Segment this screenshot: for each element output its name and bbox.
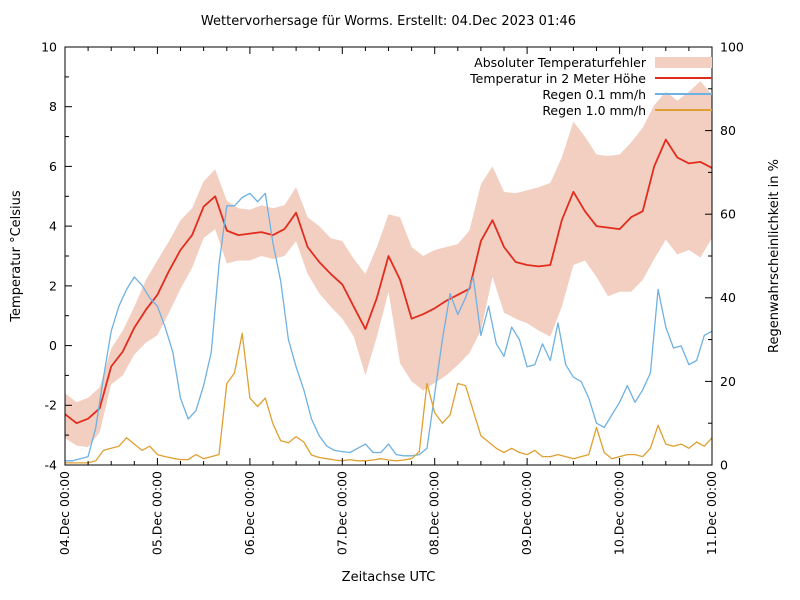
left-axis-tick-label: 0 xyxy=(49,338,57,353)
x-axis-label: Zeitachse UTC xyxy=(341,570,436,585)
temperature-line-swatch xyxy=(655,77,712,79)
x-axis-tick-label: 09.Dec 00:00 xyxy=(519,471,534,555)
legend-item-temperature: Temperatur in 2 Meter Höhe xyxy=(470,70,712,86)
legend-label: Temperatur in 2 Meter Höhe xyxy=(470,70,646,86)
legend-item-temperature-error: Absoluter Temperaturfehler xyxy=(470,54,712,70)
legend-label: Regen 0.1 mm/h xyxy=(542,86,646,102)
x-axis-tick-label: 08.Dec 00:00 xyxy=(427,471,442,555)
legend: Absoluter Temperaturfehler Temperatur in… xyxy=(470,54,712,118)
left-axis-tick-label: -2 xyxy=(45,398,57,413)
temperature-line xyxy=(64,138,713,425)
legend-item-rain-10: Regen 1.0 mm/h xyxy=(470,102,712,118)
x-axis-tick-label: 07.Dec 00:00 xyxy=(334,471,349,555)
right-axis-tick-label: 80 xyxy=(720,123,736,138)
right-axis-label: Regenwahrscheinlichkeit in % xyxy=(767,159,782,353)
right-axis-tick-label: 40 xyxy=(720,290,736,305)
left-axis-tick-label: 6 xyxy=(49,159,57,174)
left-axis-tick-label: 2 xyxy=(49,278,57,293)
x-axis-tick-label: 04.Dec 00:00 xyxy=(57,471,72,555)
right-axis-tick-label: 60 xyxy=(720,207,736,222)
right-axis-tick-label: 100 xyxy=(720,39,744,54)
rain-10-line xyxy=(65,332,713,464)
left-axis-tick-label: -4 xyxy=(45,457,58,472)
left-axis-tick-label: 10 xyxy=(41,39,57,54)
temperature-error-band xyxy=(65,81,712,448)
rain-01-line xyxy=(65,192,713,462)
legend-label: Regen 1.0 mm/h xyxy=(542,102,646,118)
x-axis-tick-label: 10.Dec 00:00 xyxy=(612,471,627,555)
chart-title: Wettervorhersage für Worms. Erstellt: 04… xyxy=(200,14,577,29)
left-axis-tick-label: 8 xyxy=(49,99,57,114)
right-axis-tick-label: 0 xyxy=(720,457,728,472)
x-axis-tick-label: 05.Dec 00:00 xyxy=(149,471,164,555)
x-axis-tick-label: 11.Dec 00:00 xyxy=(704,471,719,555)
band-swatch xyxy=(655,56,712,68)
x-axis-tick-label: 06.Dec 00:00 xyxy=(242,471,257,555)
left-axis-label: Temperatur °Celsius xyxy=(9,190,24,322)
left-axis-tick-label: 4 xyxy=(49,218,57,233)
rain-10-line-swatch xyxy=(655,109,712,111)
legend-item-rain-01: Regen 0.1 mm/h xyxy=(470,86,712,102)
rain-01-line-swatch xyxy=(655,93,712,95)
legend-label: Absoluter Temperaturfehler xyxy=(474,54,646,70)
right-axis-tick-label: 20 xyxy=(720,374,736,389)
